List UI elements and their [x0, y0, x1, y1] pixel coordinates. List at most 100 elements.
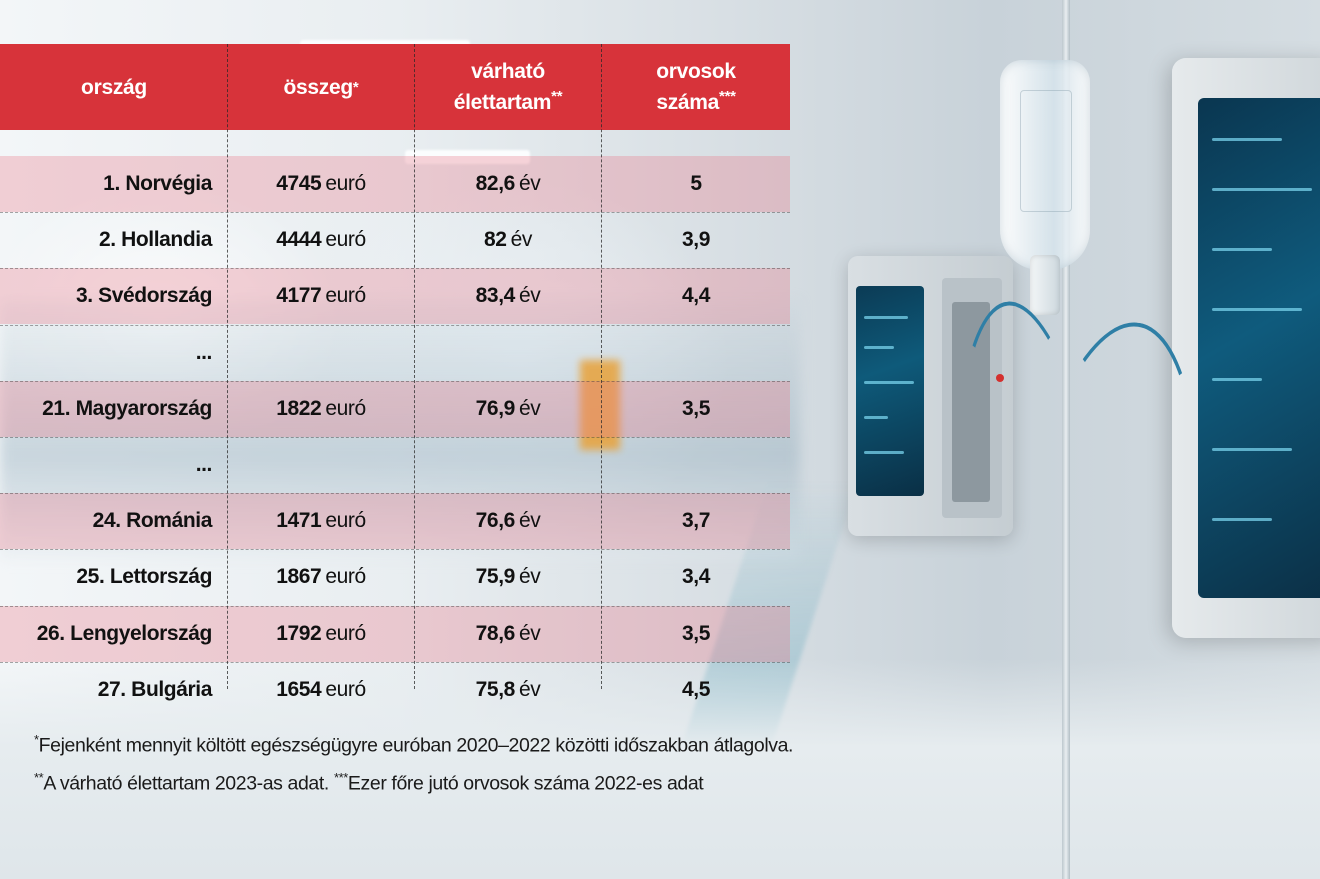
cell-amount-value: 1654 [276, 677, 322, 701]
cell-life-expectancy: 76,6 év [414, 493, 602, 549]
iv-pole [1062, 0, 1070, 879]
row-divider [0, 324, 790, 326]
patient-monitor-large [1172, 58, 1320, 638]
cell-amount-value: 1822 [276, 396, 322, 420]
cell-country-value: 3. Svédország [75, 284, 212, 308]
table-header: ország összeg * várható élettartam** orvo… [0, 44, 790, 130]
cell-life-expectancy: 75,9 év [414, 549, 602, 605]
row-divider [0, 493, 790, 495]
footnote-1: *Fejenként mennyit költött egészségügyre… [34, 732, 794, 757]
table-row: 2. Hollandia 4444 euró 82 év 3,9 [0, 212, 790, 268]
cell-country: 25. Lettország [0, 549, 228, 605]
cell-country-value: 1. Norvégia [103, 172, 212, 195]
cell-life-expectancy-unit: év [518, 509, 541, 533]
cell-country-value: 21. Magyarország [42, 396, 212, 420]
cell-life-expectancy [414, 437, 602, 493]
cell-amount-unit: euró [325, 172, 366, 195]
cell-amount: 1792 euró [228, 606, 414, 662]
cell-life-expectancy-value: 83,4 [475, 284, 516, 308]
row-divider [0, 212, 790, 214]
cell-life-expectancy-unit: év [518, 172, 541, 195]
cell-country-value: 26. Lengyelország [36, 621, 213, 645]
ceiling-light [405, 150, 530, 164]
cell-life-expectancy: 78,6 év [414, 606, 602, 662]
cell-country: 24. Románia [0, 493, 228, 549]
cell-life-expectancy-value: 76,9 [475, 396, 516, 420]
cell-amount [228, 437, 414, 493]
cell-country-value: ... [195, 453, 213, 476]
cell-life-expectancy-value: 82 [484, 228, 507, 252]
header-amount: összeg * [283, 75, 359, 99]
cell-country: 21. Magyarország [0, 381, 228, 437]
cell-doctors-value: 3,4 [682, 565, 710, 589]
cell-amount-unit: euró [325, 565, 366, 589]
cell-life-expectancy-unit: év [518, 621, 541, 645]
cell-country: 3. Svédország [0, 268, 228, 324]
cell-doctors: 3,4 [602, 549, 790, 605]
cell-country: 2. Hollandia [0, 212, 228, 268]
cell-country: 26. Lengyelország [0, 606, 228, 662]
iv-drip-chamber [1030, 255, 1060, 315]
column-divider [414, 44, 415, 689]
cell-amount-value: 4745 [276, 172, 322, 195]
cell-life-expectancy-unit: év [518, 396, 541, 420]
cell-life-expectancy-value: 82,6 [475, 172, 516, 195]
cell-amount-value: 1792 [276, 621, 322, 645]
cell-doctors-value: 5 [690, 172, 702, 195]
cell-country-value: 2. Hollandia [98, 228, 212, 252]
cell-doctors-value: 3,7 [682, 509, 710, 533]
cell-amount-unit: euró [325, 677, 366, 701]
table-row: 26. Lengyelország 1792 euró 78,6 év 3,5 [0, 605, 790, 662]
header-doctors: orvosok száma*** [656, 60, 736, 114]
cell-life-expectancy-unit: év [510, 228, 533, 252]
indicator-light [996, 374, 1004, 382]
monitor-panel [942, 278, 1002, 518]
cell-life-expectancy-unit: év [518, 677, 541, 701]
table-row: ... [0, 325, 790, 381]
cell-doctors-value: 4,4 [682, 284, 710, 308]
cell-life-expectancy: 76,9 év [414, 381, 602, 437]
table-row: 27. Bulgária 1654 euró 75,8 év 4,5 [0, 662, 790, 718]
cell-doctors-value: 4,5 [682, 677, 710, 701]
cell-doctors-value: 3,5 [682, 621, 710, 645]
blurred-object [580, 360, 620, 450]
cell-doctors: 4,4 [602, 268, 790, 324]
row-divider [0, 268, 790, 270]
iv-bag [1000, 60, 1090, 270]
table-row: 21. Magyarország 1822 euró 76,9 év 3,5 [0, 380, 790, 437]
cell-amount [228, 325, 414, 381]
cell-life-expectancy [414, 325, 602, 381]
column-divider [227, 44, 228, 689]
blurred-ward [0, 300, 800, 560]
cell-life-expectancy: 83,4 év [414, 268, 602, 324]
cell-amount-unit: euró [325, 621, 366, 645]
cell-amount-value: 1471 [276, 509, 322, 533]
row-divider [0, 380, 790, 382]
cell-life-expectancy-unit: év [518, 565, 541, 589]
cell-country-value: ... [195, 340, 213, 364]
header-life-expectancy: várható élettartam** [453, 60, 563, 114]
cell-life-expectancy: 82 év [414, 212, 602, 268]
cell-amount: 4745 euró [228, 156, 414, 212]
cell-country-value: 24. Románia [92, 509, 213, 533]
cell-country: ... [0, 437, 228, 493]
footnotes: *Fejenként mennyit költött egészségügyre… [34, 724, 793, 799]
column-divider [601, 44, 602, 689]
cell-amount-unit: euró [325, 284, 366, 308]
cell-doctors [602, 437, 790, 493]
cell-amount: 1654 euró [228, 662, 414, 718]
cell-life-expectancy-value: 75,9 [475, 565, 516, 589]
row-divider [0, 605, 790, 607]
cell-amount-value: 1867 [276, 565, 322, 589]
cell-amount: 1471 euró [228, 493, 414, 549]
table-row: 1. Norvégia 4745 euró 82,6 év 5 [0, 156, 790, 212]
table-row: 24. Románia 1471 euró 76,6 év 3,7 [0, 493, 790, 550]
cell-life-expectancy-unit: év [518, 284, 541, 308]
cell-doctors: 3,7 [602, 493, 790, 549]
footnote-2: **A várható élettartam 2023-as adat. ***… [34, 769, 704, 795]
cell-amount-value: 4444 [276, 228, 322, 252]
monitor-screen [1198, 98, 1320, 598]
cell-amount: 1867 euró [228, 549, 414, 605]
cell-doctors: 3,9 [602, 212, 790, 268]
